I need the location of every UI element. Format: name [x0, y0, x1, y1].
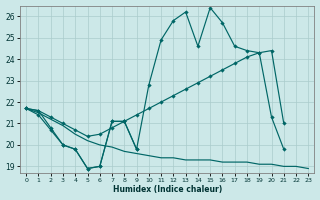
X-axis label: Humidex (Indice chaleur): Humidex (Indice chaleur): [113, 185, 222, 194]
